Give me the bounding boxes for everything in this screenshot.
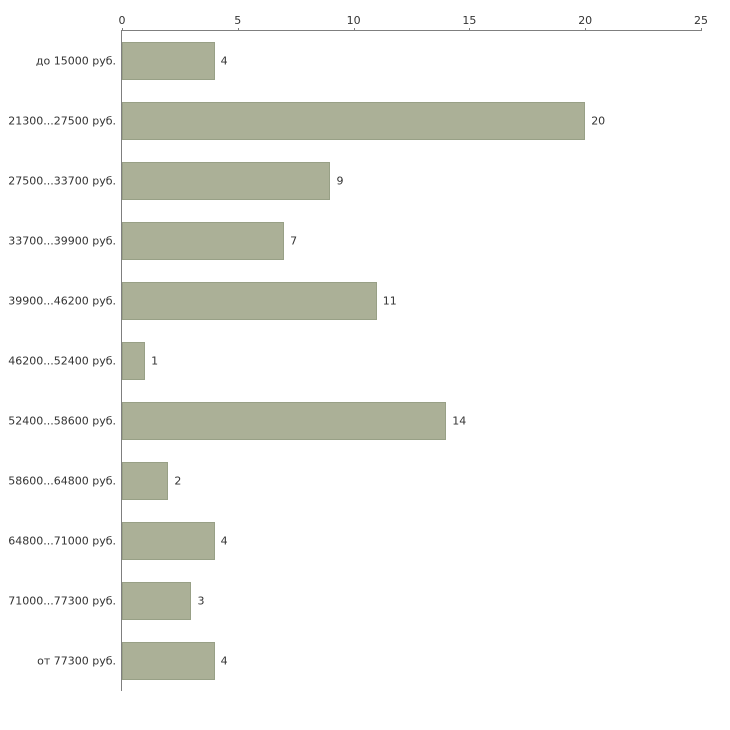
- bar: [122, 402, 447, 440]
- bar-value-label: 4: [220, 54, 228, 68]
- x-axis-tick-mark: [469, 28, 471, 31]
- category-label: до 15000 руб.: [35, 54, 116, 68]
- x-axis-tick-mark: [353, 28, 355, 31]
- bar-value-label: 7: [290, 234, 298, 248]
- category-label: 52400...58600 руб.: [8, 414, 116, 428]
- bar: [122, 42, 215, 80]
- bar: [122, 282, 377, 320]
- x-axis-tick-mark: [585, 28, 587, 31]
- bar-value-label: 14: [452, 414, 467, 428]
- x-axis-tick-label: 5: [234, 14, 242, 27]
- category-label: 58600...64800 руб.: [8, 474, 116, 488]
- category-label: 71000...77300 руб.: [8, 594, 116, 608]
- bar-value-label: 1: [151, 354, 159, 368]
- category-label: 21300...27500 руб.: [8, 114, 116, 128]
- bar-value-label: 20: [591, 114, 606, 128]
- x-axis-tick-label: 10: [346, 14, 361, 27]
- x-axis-tick-label: 25: [694, 14, 708, 27]
- bar: [122, 102, 586, 140]
- bar: [122, 162, 331, 200]
- category-label: 27500...33700 руб.: [8, 174, 116, 188]
- bar: [122, 342, 146, 380]
- x-axis-tick-label: 15: [462, 14, 477, 27]
- x-axis-tick-mark: [122, 28, 123, 31]
- bar-value-label: 9: [336, 174, 344, 188]
- bar: [122, 522, 215, 560]
- bar-value-label: 2: [174, 474, 182, 488]
- bar-value-label: 3: [197, 594, 205, 608]
- x-axis-tick-label: 0: [118, 14, 126, 27]
- bar: [122, 642, 215, 680]
- x-axis-tick-label: 20: [578, 14, 593, 27]
- bar: [122, 222, 285, 260]
- bar: [122, 582, 192, 620]
- plot-area: 0 5 10 15 20 25 до 15000 руб. 4 21300...27500 ру…: [8, 15, 708, 691]
- bar-value-label: 4: [220, 654, 228, 668]
- category-label: 46200...52400 руб.: [8, 354, 116, 368]
- x-axis-tick-mark: [701, 28, 702, 31]
- x-axis-tick-mark: [237, 28, 239, 31]
- category-label: 64800...71000 руб.: [8, 534, 116, 548]
- bar-value-label: 11: [382, 294, 397, 308]
- category-label: 39900...46200 руб.: [8, 294, 116, 308]
- bar: [122, 462, 169, 500]
- bar-value-label: 4: [220, 534, 228, 548]
- category-label: 33700...39900 руб.: [8, 234, 116, 248]
- category-label: от 77300 руб.: [37, 654, 116, 668]
